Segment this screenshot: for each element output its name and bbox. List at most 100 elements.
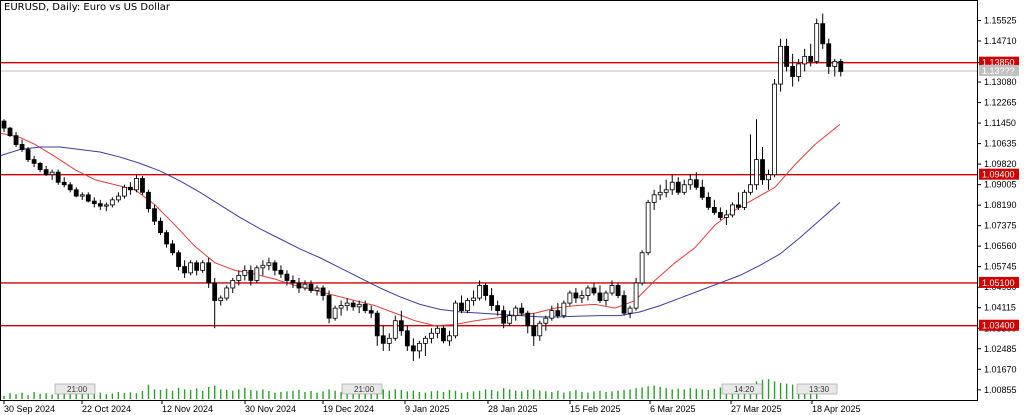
candle-body bbox=[266, 262, 272, 266]
candle-body bbox=[332, 307, 338, 319]
candle-body bbox=[465, 300, 470, 312]
horizontal-levels bbox=[0, 61, 977, 327]
candle-body bbox=[146, 191, 151, 210]
candle-body bbox=[645, 201, 651, 254]
candle-body bbox=[314, 287, 320, 291]
candle-body bbox=[85, 194, 91, 202]
candle-body bbox=[519, 307, 525, 314]
candle-body bbox=[717, 212, 723, 218]
candle-body bbox=[615, 285, 621, 296]
x-tick-label: 18 Apr 2025 bbox=[812, 404, 861, 414]
candle-body bbox=[495, 305, 501, 312]
current-price-badge bbox=[979, 64, 1019, 76]
candle-body bbox=[633, 282, 639, 309]
candle-body bbox=[344, 302, 350, 306]
level-badge bbox=[979, 56, 1019, 68]
candle-body bbox=[808, 55, 814, 62]
candle-body bbox=[675, 181, 681, 193]
candle-body bbox=[67, 184, 73, 191]
x-tick-label: 15 Feb 2025 bbox=[570, 404, 621, 414]
y-tick-label: 1.07375 bbox=[984, 221, 1017, 231]
y-tick-label: 1.00855 bbox=[984, 385, 1017, 395]
plot-frame bbox=[0, 0, 978, 401]
candle-body bbox=[416, 342, 422, 352]
candle-body bbox=[398, 320, 404, 332]
y-tick-label: 1.01670 bbox=[984, 364, 1017, 374]
candle-body bbox=[103, 204, 109, 207]
y-tick-label: 1.13080 bbox=[984, 77, 1017, 87]
x-tick-label: 6 Mar 2025 bbox=[650, 404, 696, 414]
candle-body bbox=[296, 282, 302, 289]
candle-body bbox=[248, 269, 254, 281]
candle-body bbox=[459, 302, 464, 312]
candle-body bbox=[772, 83, 777, 176]
y-tick-label: 1.04115 bbox=[984, 303, 1016, 313]
candle-body bbox=[730, 204, 735, 216]
candle-body bbox=[705, 196, 711, 208]
x-tick-label: 22 Oct 2024 bbox=[82, 404, 131, 414]
moving-averages bbox=[0, 123, 841, 327]
candle-body bbox=[477, 285, 482, 299]
candle-body bbox=[128, 186, 133, 191]
candle-body bbox=[37, 162, 43, 171]
candle-body bbox=[766, 174, 771, 181]
candle-body bbox=[308, 283, 314, 291]
candle-body bbox=[19, 144, 25, 150]
candle-body bbox=[356, 303, 362, 308]
candle-body bbox=[290, 280, 296, 284]
x-tick-label: 9 Jan 2025 bbox=[405, 404, 450, 414]
x-tick-label: 30 Sep 2024 bbox=[4, 404, 55, 414]
candle-body bbox=[748, 184, 753, 193]
candle-body bbox=[164, 232, 169, 245]
candle-body bbox=[13, 135, 19, 145]
candle-body bbox=[778, 45, 783, 85]
candle-body bbox=[447, 335, 452, 342]
candle-body bbox=[471, 297, 476, 301]
candle-body bbox=[194, 262, 200, 271]
candle-body bbox=[218, 297, 224, 301]
candle-body bbox=[200, 262, 206, 271]
candle-body bbox=[525, 312, 531, 327]
candle-body bbox=[561, 302, 567, 317]
candle-body bbox=[176, 252, 181, 267]
candle-body bbox=[760, 159, 765, 181]
candle-body bbox=[422, 337, 428, 344]
candle-body bbox=[386, 337, 392, 344]
candle-body bbox=[681, 184, 687, 193]
x-tick-label: 12 Nov 2024 bbox=[162, 404, 213, 414]
time-labels: 21:00 21:00 14:20 13:30 bbox=[54, 383, 838, 395]
candle-body bbox=[820, 23, 826, 45]
candle-body bbox=[362, 303, 368, 312]
x-tick-label: 30 Nov 2024 bbox=[245, 404, 296, 414]
y-tick-label: 1.08190 bbox=[984, 200, 1017, 210]
candle-body bbox=[838, 60, 844, 72]
candle-body bbox=[537, 322, 543, 337]
candle-body bbox=[380, 335, 386, 344]
y-tick-label: 1.09005 bbox=[984, 180, 1017, 190]
candle-body bbox=[429, 332, 434, 339]
chart-title: EURUSD, Daily: Euro vs US Dollar bbox=[4, 2, 171, 13]
candle-body bbox=[158, 220, 163, 233]
candle-body bbox=[260, 264, 266, 269]
level-badge bbox=[979, 319, 1019, 331]
candle-body bbox=[230, 280, 236, 289]
y-tick-label: 1.06560 bbox=[984, 241, 1017, 251]
candle-body bbox=[122, 186, 127, 197]
y-tick-label: 1.09820 bbox=[984, 159, 1017, 169]
time-label-box bbox=[721, 383, 763, 395]
candle-body bbox=[742, 191, 747, 208]
candle-body bbox=[302, 283, 308, 289]
candle-body bbox=[224, 287, 230, 299]
candle-body bbox=[236, 274, 242, 281]
y-tick-label: 1.14710 bbox=[984, 36, 1017, 46]
candle-body bbox=[453, 302, 458, 337]
candle-body bbox=[693, 179, 699, 188]
candle-body bbox=[543, 317, 549, 324]
candle-body bbox=[91, 200, 97, 205]
candle-body bbox=[152, 208, 157, 222]
ma-line-slow bbox=[0, 146, 841, 318]
candle-body bbox=[350, 302, 356, 308]
level-badge bbox=[979, 168, 1019, 180]
candle-body bbox=[338, 305, 344, 309]
